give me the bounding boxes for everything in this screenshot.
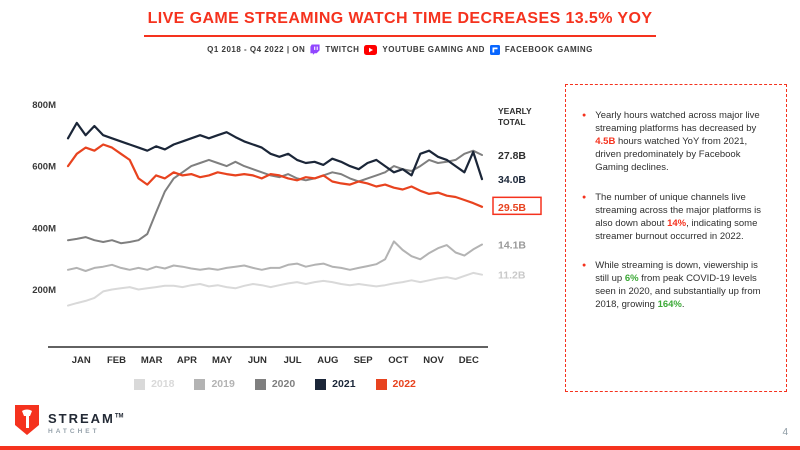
hatchet-shield-icon: [14, 404, 40, 441]
series-line-2022: [66, 143, 484, 208]
facebook-gaming-icon: [489, 44, 500, 55]
legend-label: 2020: [271, 378, 296, 390]
x-axis-month-label: FEB: [107, 355, 126, 366]
legend-label: 2022: [392, 378, 416, 390]
watch-time-line-chart: 800M 600M 400M 200M JAN FEB MAR APR MAY JUN JUL AUG…: [32, 100, 542, 366]
note-text: Yearly hours watched across major live s…: [595, 110, 760, 174]
legend-item-2018: 2018: [134, 378, 174, 390]
legend-item-2021: 2021: [315, 378, 356, 390]
legend-label: 2021: [332, 378, 356, 390]
legend-swatch-2019: [194, 378, 206, 390]
x-axis-month-label: JUN: [248, 355, 267, 366]
legend-swatch-2022: [375, 378, 387, 390]
y-axis-tick-label: 200M: [32, 285, 56, 296]
yearly-total-2022: 29.5B: [498, 202, 526, 214]
trademark: TM: [114, 413, 124, 420]
x-axis-month-label: OCT: [388, 355, 408, 366]
header: LIVE GAME STREAMING WATCH TIME DECREASES…: [0, 10, 800, 55]
note-bullet: ● The number of unique channels live stre…: [582, 191, 768, 243]
yearly-total-2018: 11.2B: [498, 270, 526, 282]
logo-stream: STREAMTM: [48, 410, 124, 426]
x-axis-month-label: AUG: [317, 355, 338, 366]
x-axis-month-label: MAR: [141, 355, 163, 366]
legend-swatch-2018: [134, 378, 146, 390]
subtitle-twitch: TWITCH: [325, 45, 360, 54]
legend-label: 2019: [211, 378, 235, 390]
legend-item-2022: 2022: [375, 378, 416, 390]
subtitle-youtube: YOUTUBE GAMING AND: [382, 45, 485, 54]
series-line-2020: [67, 149, 483, 245]
yearly-total-2020: 27.8B: [498, 150, 526, 162]
logo-text: STREAMTM HATCHET: [48, 411, 124, 435]
legend-swatch-2020: [254, 378, 266, 390]
yearly-total-2021: 34.0B: [498, 174, 526, 186]
bullet-marker-icon: ●: [582, 261, 587, 269]
yearly-total-header: YEARLY TOTAL: [498, 106, 532, 127]
y-axis-tick-label: 800M: [32, 100, 56, 111]
x-axis-month-label: APR: [177, 355, 197, 366]
bullet-marker-icon: ●: [582, 112, 587, 119]
y-axis-tick-label: 400M: [32, 223, 56, 234]
y-axis-tick-label: 600M: [32, 162, 56, 173]
note-text: While streaming is down, viewership is s…: [595, 259, 761, 311]
chart-legend: 2018 2019 2020 2021 2022: [30, 378, 520, 390]
subtitle: Q1 2018 - Q4 2022 | ON TWITCH YOUTUBE GA…: [0, 44, 800, 55]
yearly-total-box-2022: [492, 196, 542, 216]
insights-panel: ● Yearly hours watched across major live …: [565, 84, 787, 392]
x-axis-month-label: JUL: [284, 355, 302, 366]
stream-hatchet-logo: STREAMTM HATCHET: [14, 404, 124, 441]
legend-swatch-2021: [315, 378, 327, 390]
series-line-2019: [67, 240, 483, 272]
x-axis-month-label: SEP: [354, 355, 374, 366]
note-bullet: ● While streaming is down, viewership is …: [582, 259, 768, 311]
yearly-total-2019: 14.1B: [498, 239, 526, 251]
subtitle-range: Q1 2018 - Q4 2022 | ON: [207, 45, 306, 54]
x-axis-month-label: JAN: [72, 355, 91, 366]
series-line-2021: [66, 121, 484, 181]
twitch-icon: [310, 44, 320, 55]
note-bullet: ● Yearly hours watched across major live …: [582, 109, 768, 175]
note-text: The number of unique channels live strea…: [595, 191, 762, 242]
x-axis-month-label: NOV: [423, 355, 444, 366]
x-axis-month-label: MAY: [212, 355, 233, 366]
x-axis-month-label: DEC: [459, 355, 479, 366]
page-number: 4: [782, 427, 788, 438]
bottom-accent-bar: [0, 446, 800, 450]
bullet-marker-icon: ●: [582, 193, 587, 201]
page-title: LIVE GAME STREAMING WATCH TIME DECREASES…: [143, 10, 657, 37]
subtitle-facebook: FACEBOOK GAMING: [504, 45, 593, 54]
insights-bullets: ● Yearly hours watched across major live …: [582, 109, 768, 311]
logo-hatchet: HATCHET: [48, 427, 100, 435]
legend-label: 2018: [151, 378, 175, 390]
legend-item-2020: 2020: [254, 378, 296, 390]
youtube-icon: [364, 44, 378, 55]
legend-item-2019: 2019: [194, 378, 235, 390]
series-line-2018: [67, 271, 483, 307]
